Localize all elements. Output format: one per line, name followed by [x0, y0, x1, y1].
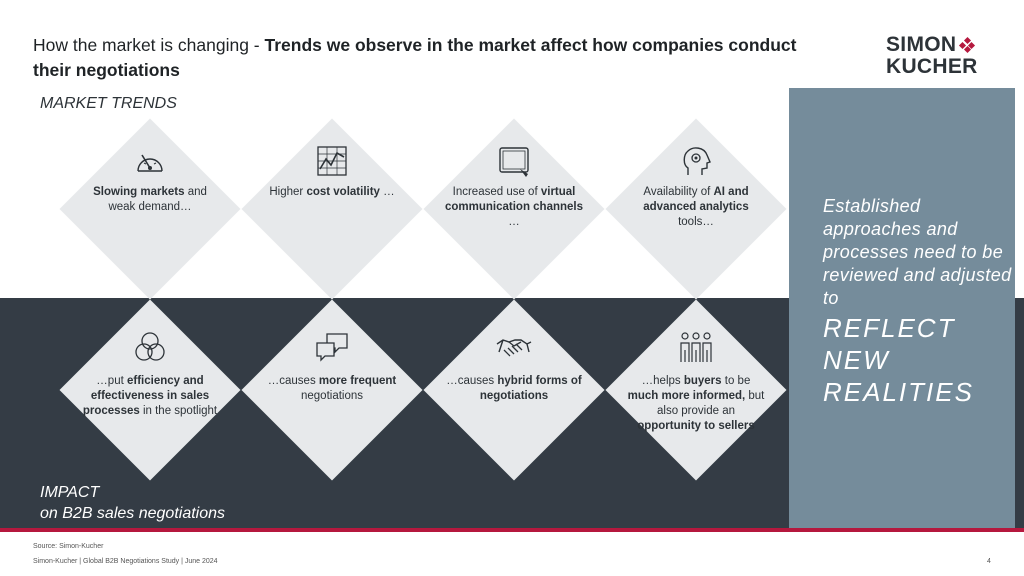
impact-part: opportunity to sellers: [637, 420, 755, 432]
trend-diamond-virtual-channels: Increased use of virtual communication c…: [423, 118, 605, 300]
trend-text: Higher cost volatility …: [262, 185, 402, 200]
trend-part: Slowing markets: [93, 186, 185, 198]
footer-source: Source: Simon-Kucher: [33, 543, 104, 550]
trend-part: …: [383, 186, 395, 198]
impact-part: in the spotlight: [139, 405, 218, 417]
impact-label-line-2: on B2B sales negotiations: [40, 505, 226, 522]
trend-text: Slowing markets and weak demand…: [80, 185, 220, 215]
page-title: How the market is changing - Trends we o…: [33, 33, 823, 83]
impact-part: negotiations: [300, 390, 364, 402]
title-lead: How the market is changing -: [33, 35, 265, 55]
trend-part: AI and advanced analytics: [643, 186, 749, 213]
chat-bubbles-icon: [316, 333, 348, 362]
logo-diamonds-icon: [959, 36, 976, 54]
venn-icon: [135, 332, 165, 361]
impact-part: …causes: [446, 375, 498, 387]
impact-part: …helps: [641, 375, 684, 387]
impact-part: much more informed,: [627, 390, 746, 402]
accent-line: [0, 528, 1024, 532]
trend-part: Availability of: [643, 186, 714, 198]
ai-head-icon: [683, 147, 711, 175]
panel-headline: REFLECT NEW REALITIES: [823, 313, 974, 407]
trend-part: Increased use of: [452, 186, 541, 198]
impact-part: but also provide an: [657, 390, 765, 417]
trend-part: tools…: [678, 216, 714, 228]
impact-text: …causes hybrid forms of negotiations: [444, 374, 584, 404]
impact-text: …helps buyers to be much more informed, …: [626, 374, 766, 434]
trend-part: and weak demand…: [108, 186, 207, 213]
page-number: 4: [987, 558, 991, 565]
logo-line-2: KUCHER: [886, 55, 978, 78]
trend-text: Availability of AI and advanced analytic…: [626, 185, 766, 230]
impact-diamond-hybrid: …causes hybrid forms of negotiations: [423, 299, 605, 481]
title-bold: Trends we observe in the market affect h…: [33, 35, 797, 80]
trend-part: virtual communication channels: [444, 186, 584, 213]
conclusion-panel: [789, 88, 1015, 528]
chart-icon: [317, 146, 347, 176]
logo-line-1: SIMON: [886, 33, 957, 56]
impact-part: to be: [721, 375, 751, 387]
trend-diamond-ai-analytics: Availability of AI and advanced analytic…: [605, 118, 787, 300]
impact-label: IMPACT on B2B sales negotiations: [40, 482, 225, 524]
trend-diamond-cost-volatility: Higher cost volatility …: [241, 118, 423, 300]
trend-part: …: [508, 216, 520, 228]
trend-part: cost volatility: [306, 186, 380, 198]
impact-part: …put: [96, 375, 127, 387]
panel-text: Established approaches and processes nee…: [823, 196, 1012, 308]
impact-part: efficiency and effectiveness in sales pr…: [82, 375, 210, 417]
impact-part: more frequent: [318, 375, 397, 387]
market-trends-label: MARKET TRENDS: [40, 95, 177, 112]
trend-part: Higher: [269, 186, 304, 198]
impact-diamond-buyers: …helps buyers to be much more informed, …: [605, 299, 787, 481]
impact-part: buyers: [683, 375, 722, 387]
impact-part: …causes: [267, 375, 319, 387]
impact-text: …causes more frequent negotiations: [262, 374, 402, 404]
impact-diamond-frequent: …causes more frequent negotiations: [241, 299, 423, 481]
simon-kucher-logo: SIMON KUCHER: [886, 34, 996, 78]
trend-text: Increased use of virtual communication c…: [444, 185, 584, 230]
impact-part: hybrid forms of negotiations: [479, 375, 582, 402]
gauge-icon: [137, 154, 163, 172]
impact-text: …put efficiency and effectiveness in sal…: [80, 374, 220, 419]
impact-label-line-1: IMPACT: [40, 484, 100, 501]
impact-diamond-efficiency: …put efficiency and effectiveness in sal…: [59, 299, 241, 481]
footer-line: Simon-Kucher | Global B2B Negotiations S…: [33, 558, 218, 565]
tablet-icon: [499, 147, 529, 177]
handshake-icon: [496, 339, 532, 357]
people-group-icon: [680, 332, 712, 362]
trend-diamond-slowing-markets: Slowing markets and weak demand…: [59, 118, 241, 300]
